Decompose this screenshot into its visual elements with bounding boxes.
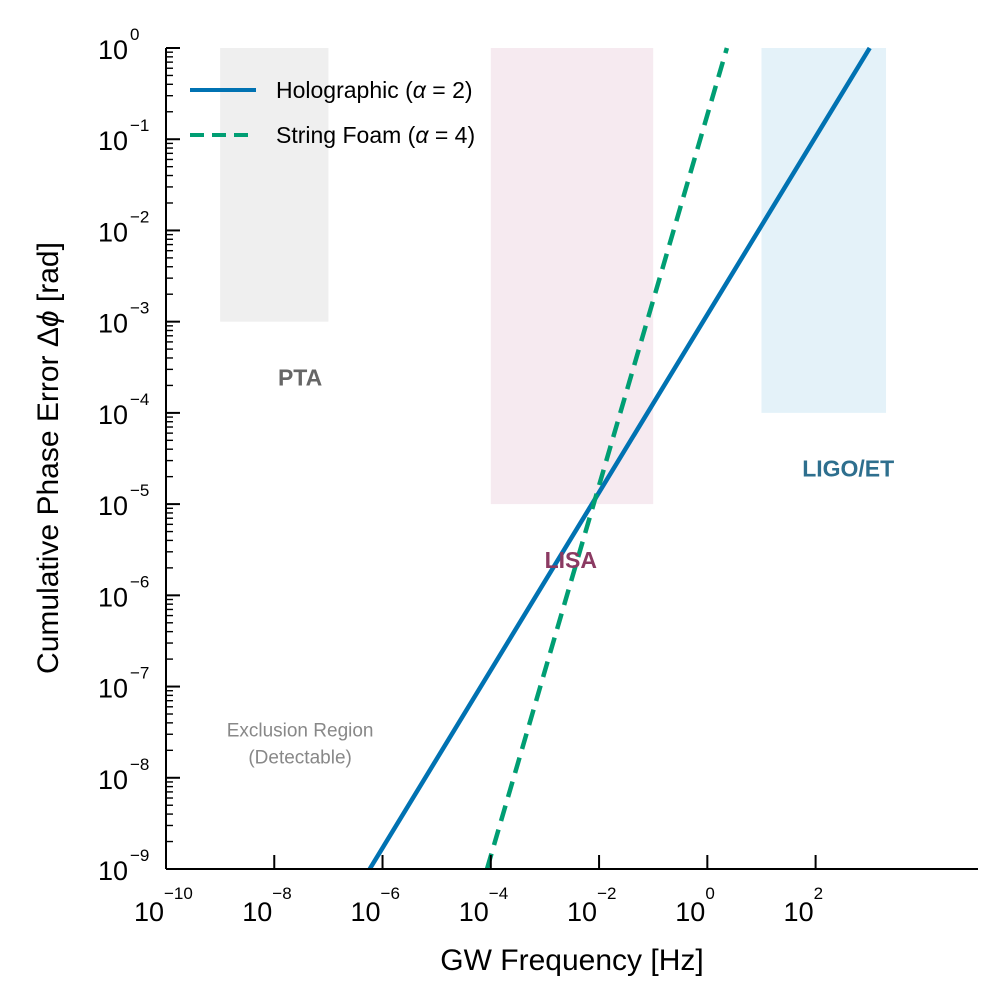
band-label-pta: PTA: [278, 364, 322, 390]
svg-text:−10: −10: [164, 884, 193, 903]
series-line-holographic: [367, 46, 872, 871]
band-label-lisa: LISA: [545, 547, 597, 573]
svg-text:−4: −4: [130, 390, 149, 409]
svg-text:10: 10: [98, 856, 128, 886]
band-ligo-et: [761, 48, 887, 413]
axes: [165, 48, 978, 870]
svg-text:−1: −1: [130, 116, 149, 135]
legend: Holographic (α = 2) String Foam (α = 4): [190, 77, 475, 148]
x-tick-label: 102: [784, 884, 824, 927]
band-lisa: [490, 48, 654, 505]
x-axis-label: GW Frequency [Hz]: [440, 944, 703, 977]
y-tick-label: 100: [98, 25, 140, 65]
svg-text:−3: −3: [130, 299, 149, 318]
svg-text:10: 10: [675, 897, 705, 927]
svg-text:−8: −8: [130, 755, 149, 774]
y-tick-label: 10−1: [98, 116, 149, 156]
svg-text:10: 10: [98, 491, 128, 521]
y-axis-label-symbol: ϕ: [32, 310, 65, 327]
svg-text:10: 10: [98, 217, 128, 247]
x-tick-label: 10−8: [242, 884, 291, 927]
y-tick-label: 10−6: [98, 572, 149, 612]
svg-text:10: 10: [98, 126, 128, 156]
svg-text:10: 10: [242, 897, 272, 927]
svg-text:−2: −2: [130, 207, 149, 226]
svg-text:10: 10: [98, 309, 128, 339]
svg-text:−7: −7: [130, 664, 149, 683]
ticks: 10−1010−810−610−410−210010210010−110−210…: [98, 25, 823, 927]
y-tick-label: 10−4: [98, 390, 149, 430]
detector-bands: [220, 48, 887, 505]
y-axis-label: Cumulative Phase Error Δϕ [rad]: [32, 242, 65, 674]
x-tick-label: 10−4: [459, 884, 508, 927]
svg-text:0: 0: [705, 884, 714, 903]
band-pta: [220, 48, 329, 322]
svg-text:10: 10: [98, 582, 128, 612]
svg-text:10: 10: [350, 897, 380, 927]
svg-text:0: 0: [130, 25, 139, 44]
exclusion-region-label: Exclusion Region: [227, 720, 374, 741]
svg-text:10: 10: [98, 35, 128, 65]
x-tick-label: 10−10: [134, 884, 193, 927]
y-tick-label: 10−2: [98, 207, 149, 247]
x-tick-label: 10−6: [350, 884, 399, 927]
legend-label-holographic: Holographic (α = 2): [276, 77, 473, 103]
legend-label-string-foam: String Foam (α = 4): [276, 122, 475, 148]
svg-text:−4: −4: [489, 884, 508, 903]
svg-text:10: 10: [98, 765, 128, 795]
svg-text:10: 10: [784, 897, 814, 927]
x-tick-label: 10−2: [567, 884, 616, 927]
band-label-ligo-et: LIGO/ET: [802, 456, 894, 482]
y-tick-label: 10−5: [98, 481, 149, 521]
y-tick-label: 10−3: [98, 299, 149, 339]
svg-text:10: 10: [98, 400, 128, 430]
svg-text:−9: −9: [130, 846, 149, 865]
svg-text:−6: −6: [130, 572, 149, 591]
x-tick-label: 100: [675, 884, 715, 927]
series-lines: [367, 46, 872, 871]
svg-text:10: 10: [134, 897, 164, 927]
svg-text:−8: −8: [272, 884, 291, 903]
y-tick-label: 10−7: [98, 664, 149, 704]
svg-text:10: 10: [98, 674, 128, 704]
svg-text:10: 10: [567, 897, 597, 927]
band-labels: PTA LISA LIGO/ET: [278, 364, 894, 572]
svg-text:−2: −2: [597, 884, 616, 903]
y-axis-label-suffix: [rad]: [32, 242, 65, 310]
exclusion-region-sublabel: (Detectable): [248, 747, 352, 768]
svg-text:10: 10: [459, 897, 489, 927]
series-line-string-foam: [484, 47, 730, 870]
svg-text:−5: −5: [130, 481, 149, 500]
y-tick-label: 10−9: [98, 846, 149, 886]
svg-text:−6: −6: [381, 884, 400, 903]
y-tick-label: 10−8: [98, 755, 149, 795]
svg-text:2: 2: [814, 884, 823, 903]
y-axis-label-prefix: Cumulative Phase Error Δ: [32, 327, 65, 674]
